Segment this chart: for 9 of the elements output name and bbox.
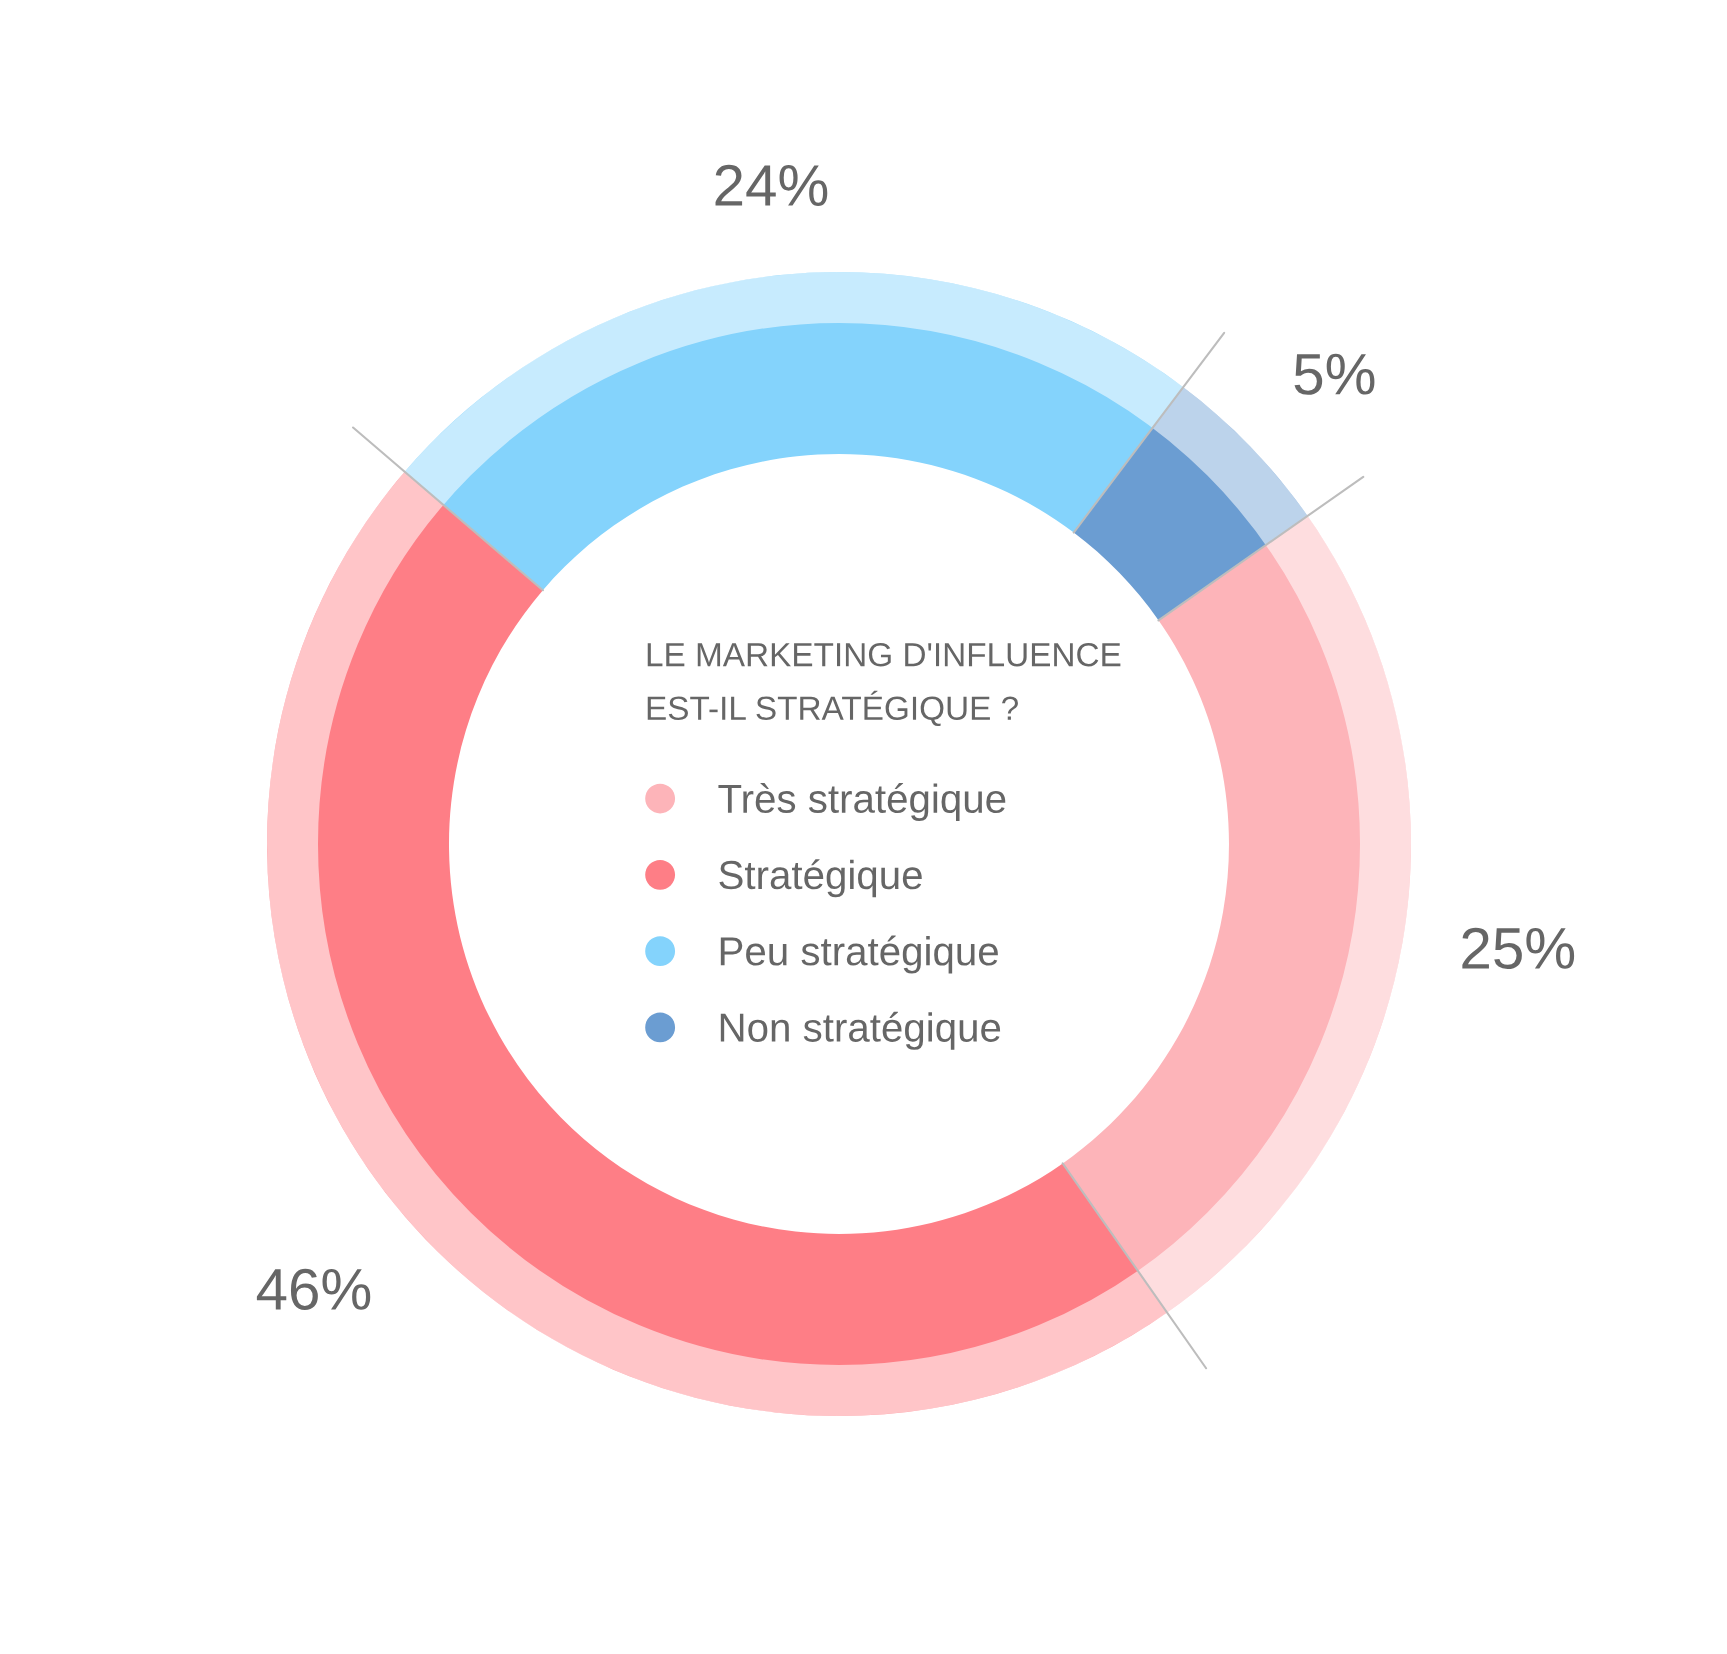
text: LE MARKETING D'INFLUENCE EST-IL STRATÉGIQUE ? bbox=[647, 642, 1121, 727]
data-label: 5% bbox=[1294, 353, 1375, 395]
legend-label: Non stratégique bbox=[720, 1011, 1001, 1050]
legend-label: Très stratégique bbox=[718, 783, 1006, 822]
data-label: 25% bbox=[1462, 927, 1575, 970]
data-label: 24% bbox=[715, 164, 828, 206]
legend-label: Stratégique bbox=[719, 859, 922, 898]
data-label: 46% bbox=[256, 1268, 371, 1311]
legend-label: Peu stratégique bbox=[720, 935, 998, 974]
